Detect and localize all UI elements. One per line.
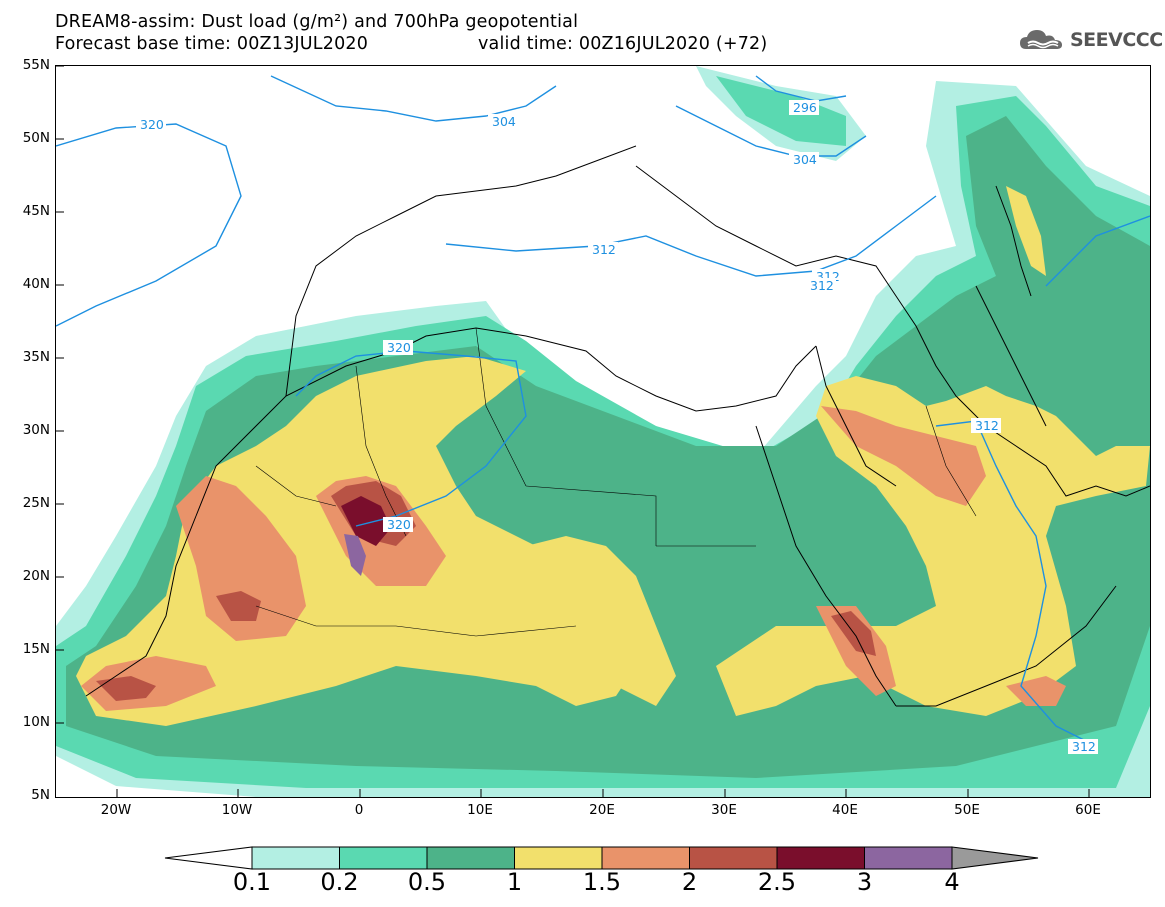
dust-layer-1.5-arabia: [821, 406, 986, 506]
contour-label: 296: [793, 100, 817, 115]
colorbar-cell: [339, 846, 428, 870]
colorbar-level-label: 4: [944, 868, 960, 896]
dust-layer-4: [344, 534, 366, 576]
seevccc-logo: SEEVCCC: [1018, 25, 1163, 55]
valid-time: valid time: 00Z16JUL2020 (+72): [478, 34, 768, 54]
colorbar-cell: [689, 846, 778, 870]
lat-label: 15N: [22, 641, 50, 657]
lon-label: 30E: [711, 802, 737, 818]
colorbar-cell: [601, 846, 690, 870]
lat-label: 25N: [22, 495, 50, 511]
contour-label: 320: [387, 517, 411, 532]
colorbar-cell: [864, 846, 953, 870]
colorbar-cell: [251, 846, 340, 870]
dust-layer-3: [341, 496, 391, 546]
dust-layer-1-caspian: [1006, 186, 1046, 276]
contour-label: 312: [1072, 739, 1096, 754]
colorbar-level-label: 2: [681, 868, 698, 896]
colorbar-cell: [426, 846, 515, 870]
dust-layer-1-east: [716, 376, 1150, 716]
colorbar-level-label: 0.5: [407, 868, 447, 896]
dust-layer-0.2-north: [716, 76, 846, 146]
lat-label: 10N: [22, 714, 50, 730]
lat-label: 40N: [22, 276, 50, 292]
colorbar: [164, 846, 1039, 870]
dust-layer-2-w: [216, 591, 261, 621]
lat-label: 55N: [22, 57, 50, 73]
dust-layer-1.5-se: [1006, 676, 1066, 706]
colorbar-level-label: 0.1: [232, 868, 272, 896]
lat-label: 45N: [22, 203, 50, 219]
graticule-ticks: [56, 66, 1090, 797]
colorbar-level-label: 1.5: [582, 868, 622, 896]
lon-label: 20E: [589, 802, 615, 818]
lat-label: 30N: [22, 422, 50, 438]
colorbar-level-label: 3: [856, 868, 873, 896]
contour-label: 304: [492, 114, 516, 129]
dust-layer-1-sahel: [526, 536, 676, 706]
dust-layer-1.5-west: [176, 476, 306, 641]
lon-label: 50E: [954, 802, 980, 818]
colorbar-under-triangle: [164, 846, 253, 870]
contour-label: 312: [975, 418, 999, 433]
contour-label: 312: [810, 278, 834, 293]
colorbar-cell: [776, 846, 865, 870]
colorbar-level-label: 0.2: [320, 868, 359, 896]
lon-label: 0: [354, 802, 364, 818]
contour-label: 304: [793, 152, 817, 167]
contour-labels: 320 304 296 304 312 312 312 320 312 320 …: [136, 100, 1098, 754]
lat-label: 35N: [22, 349, 50, 365]
colorbar-cell: [514, 846, 603, 870]
lat-label: 5N: [31, 787, 50, 803]
logo-text: SEEVCCC: [1070, 29, 1163, 51]
forecast-base-time: Forecast base time: 00Z13JUL2020: [55, 34, 369, 54]
dust-layer-2-nw: [96, 676, 156, 701]
contour-label: 312: [592, 242, 616, 257]
cloud-logo-icon: [1020, 30, 1062, 49]
lon-label: 60E: [1075, 802, 1101, 818]
lon-label: 10W: [221, 802, 253, 818]
coastlines: [85, 145, 1150, 707]
lat-label: 20N: [22, 568, 50, 584]
dust-load-map: 320 304 296 304 312 312 312 320 312 320 …: [56, 66, 1150, 797]
map-panel: 320 304 296 304 312 312 312 320 312 320 …: [55, 65, 1151, 798]
colorbar-cells: [251, 846, 953, 870]
geopotential-contours: [56, 75, 1150, 747]
lon-label: 10E: [467, 802, 493, 818]
colorbar-level-label: 2.5: [757, 868, 797, 896]
contour-label: 320: [140, 117, 164, 132]
colorbar-level-label: 1: [506, 868, 523, 896]
lon-label: 20W: [100, 802, 132, 818]
lon-label: 40E: [832, 802, 858, 818]
chart-title: DREAM8-assim: Dust load (g/m²) and 700hP…: [55, 12, 579, 32]
lat-label: 50N: [22, 130, 50, 146]
colorbar-over-triangle: [951, 846, 1039, 870]
contour-label: 320: [387, 340, 411, 355]
country-borders: [255, 327, 977, 637]
